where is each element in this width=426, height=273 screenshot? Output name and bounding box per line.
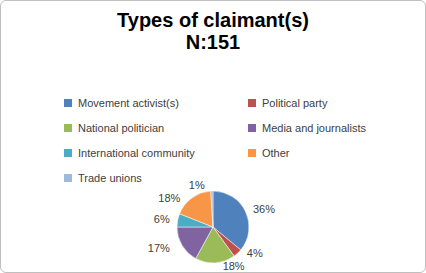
svg-text:Political party: Political party <box>262 97 328 109</box>
svg-text:18%: 18% <box>223 260 245 272</box>
svg-text:Media and journalists: Media and journalists <box>262 122 366 134</box>
svg-text:4%: 4% <box>247 247 263 259</box>
svg-text:6%: 6% <box>154 213 170 225</box>
svg-text:1%: 1% <box>189 179 205 191</box>
svg-text:Types of claimant(s): Types of claimant(s) <box>117 9 309 31</box>
svg-text:Other: Other <box>262 147 290 159</box>
svg-text:Trade unions: Trade unions <box>78 172 142 184</box>
svg-text:National politician: National politician <box>78 122 164 134</box>
svg-text:N:151: N:151 <box>186 31 240 53</box>
svg-text:18%: 18% <box>158 192 180 204</box>
svg-text:International community: International community <box>78 147 195 159</box>
svg-text:17%: 17% <box>148 242 170 254</box>
svg-text:36%: 36% <box>253 203 275 215</box>
svg-text:Movement activist(s): Movement activist(s) <box>78 97 179 109</box>
